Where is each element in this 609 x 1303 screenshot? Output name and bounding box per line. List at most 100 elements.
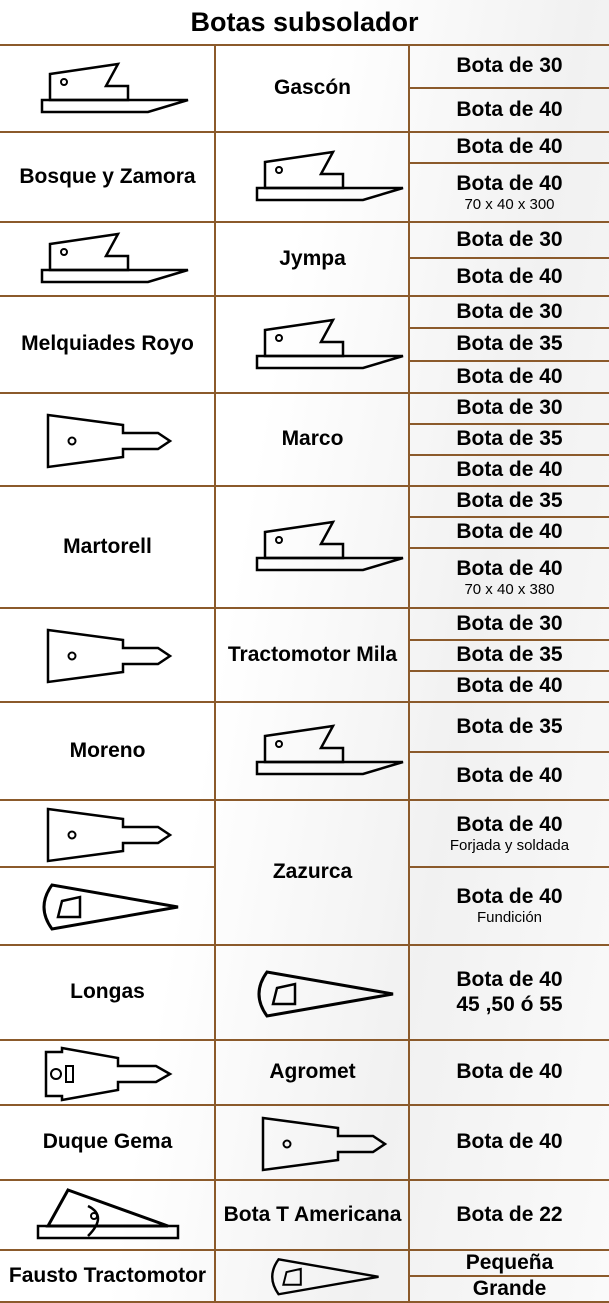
rule bbox=[0, 799, 609, 801]
rule bbox=[410, 162, 609, 164]
brand: Moreno bbox=[69, 738, 146, 762]
rule bbox=[410, 87, 609, 89]
rule bbox=[408, 45, 410, 1302]
brand: Duque Gema bbox=[42, 1130, 173, 1154]
boot-icon bbox=[255, 520, 403, 572]
product-name: Bota de 22 bbox=[456, 1202, 563, 1226]
boot-icon bbox=[255, 317, 403, 369]
product-name: Bota de 40 bbox=[456, 135, 563, 159]
product-name: Bota de 40 bbox=[456, 97, 563, 121]
rule bbox=[410, 257, 609, 259]
boot-icon bbox=[46, 807, 172, 862]
product: Bota de 30 bbox=[410, 222, 609, 258]
product: Bota de 40 Forjada y soldada bbox=[410, 800, 609, 867]
boot-icon bbox=[40, 61, 188, 113]
product-name: Bota de 40 bbox=[456, 364, 563, 388]
product-name: Bota de 40 bbox=[456, 264, 563, 288]
rule bbox=[0, 295, 609, 297]
product-name: Bota de 40 bbox=[456, 171, 563, 195]
rule bbox=[410, 327, 609, 329]
product-note: 70 x 40 x 300 bbox=[464, 195, 555, 213]
product-note: Fundición bbox=[476, 909, 543, 927]
product-name: Bota de 40 bbox=[456, 968, 563, 992]
product: Bota de 40 bbox=[410, 132, 609, 163]
boot-icon bbox=[42, 883, 178, 931]
product-name: Bota de 30 bbox=[456, 54, 563, 78]
product: Bota de 40 bbox=[410, 361, 609, 393]
product-name: Bota de 35 bbox=[456, 489, 563, 513]
product-name: Bota de 35 bbox=[456, 714, 563, 738]
rule bbox=[410, 360, 609, 362]
rule bbox=[0, 1249, 609, 1251]
product-note: 70 x 40 x 380 bbox=[464, 581, 555, 599]
product: Bota de 35 bbox=[410, 702, 609, 752]
rule bbox=[0, 607, 609, 609]
brand: Zazurca bbox=[272, 860, 353, 884]
brand: Jympa bbox=[279, 246, 346, 270]
product: Bota de 40 bbox=[410, 1040, 609, 1105]
rule bbox=[0, 1039, 609, 1041]
product-name: Bota de 35 bbox=[456, 643, 563, 667]
boot-icon bbox=[46, 628, 172, 684]
boot-icon bbox=[255, 150, 403, 202]
rule bbox=[0, 131, 609, 133]
product: Bota de 35 bbox=[410, 424, 609, 455]
rule bbox=[214, 45, 216, 1302]
product: Bota de 40 Fundición bbox=[410, 867, 609, 945]
product: Bota de 40 bbox=[410, 671, 609, 702]
product: Bota de 35 bbox=[410, 640, 609, 671]
brand: Bosque y Zamora bbox=[19, 164, 196, 188]
brand: Gascón bbox=[273, 76, 352, 100]
rule bbox=[0, 944, 609, 946]
brand: Marco bbox=[281, 427, 344, 451]
boot-icon bbox=[46, 413, 172, 468]
rule bbox=[410, 454, 609, 456]
rule bbox=[410, 670, 609, 672]
product-note: 45 ,50 ó 55 bbox=[456, 992, 563, 1016]
product-name: Bota de 30 bbox=[456, 611, 563, 635]
product-name: Bota de 30 bbox=[456, 299, 563, 323]
rule bbox=[0, 1179, 609, 1181]
product: Bota de 30 bbox=[410, 393, 609, 424]
product: Bota de 40 bbox=[410, 517, 609, 548]
product: Bota de 35 bbox=[410, 328, 609, 361]
rule bbox=[0, 866, 215, 868]
boot-icon bbox=[44, 1046, 173, 1101]
product-name: Bota de 40 bbox=[456, 885, 563, 909]
product: Bota de 40 70 x 40 x 300 bbox=[410, 163, 609, 222]
product: Bota de 30 bbox=[410, 45, 609, 88]
boot-icon bbox=[36, 1188, 179, 1240]
brand: Longas bbox=[70, 980, 145, 1004]
product-name: Bota de 40 bbox=[456, 520, 563, 544]
boot-icon bbox=[257, 969, 393, 1018]
title: Botas subsolador bbox=[190, 6, 419, 37]
rule bbox=[410, 639, 609, 641]
brand: Melquiades Royo bbox=[21, 332, 194, 356]
product-name: Bota de 40 bbox=[456, 1060, 563, 1084]
product: Bota de 35 bbox=[410, 486, 609, 517]
product: Bota de 30 bbox=[410, 296, 609, 328]
rule bbox=[410, 751, 609, 753]
product: Bota de 40 bbox=[410, 455, 609, 486]
rule bbox=[0, 485, 609, 487]
product-name: Bota de 40 bbox=[456, 763, 563, 787]
brand: Fausto Tractomotor bbox=[8, 1263, 207, 1287]
rule bbox=[0, 1104, 609, 1106]
brand: Bota T Americana bbox=[223, 1202, 402, 1226]
product-note: Forjada y soldada bbox=[449, 836, 570, 854]
boot-icon bbox=[270, 1258, 379, 1296]
product: Pequeña bbox=[410, 1250, 609, 1276]
product: Grande bbox=[410, 1276, 609, 1302]
product-name: Bota de 30 bbox=[456, 227, 563, 251]
rule bbox=[0, 392, 609, 394]
product: Bota de 22 bbox=[410, 1180, 609, 1250]
boot-icon bbox=[261, 1116, 387, 1171]
product-name: Grande bbox=[472, 1276, 547, 1300]
rule bbox=[0, 221, 609, 223]
product: Bota de 40 70 x 40 x 380 bbox=[410, 548, 609, 608]
brand: Agromet bbox=[269, 1060, 356, 1084]
product-name: Bota de 35 bbox=[456, 332, 563, 356]
product: Bota de 40 bbox=[410, 752, 609, 800]
brand: Martorell bbox=[63, 534, 152, 558]
product: Bota de 40 bbox=[410, 1105, 609, 1180]
